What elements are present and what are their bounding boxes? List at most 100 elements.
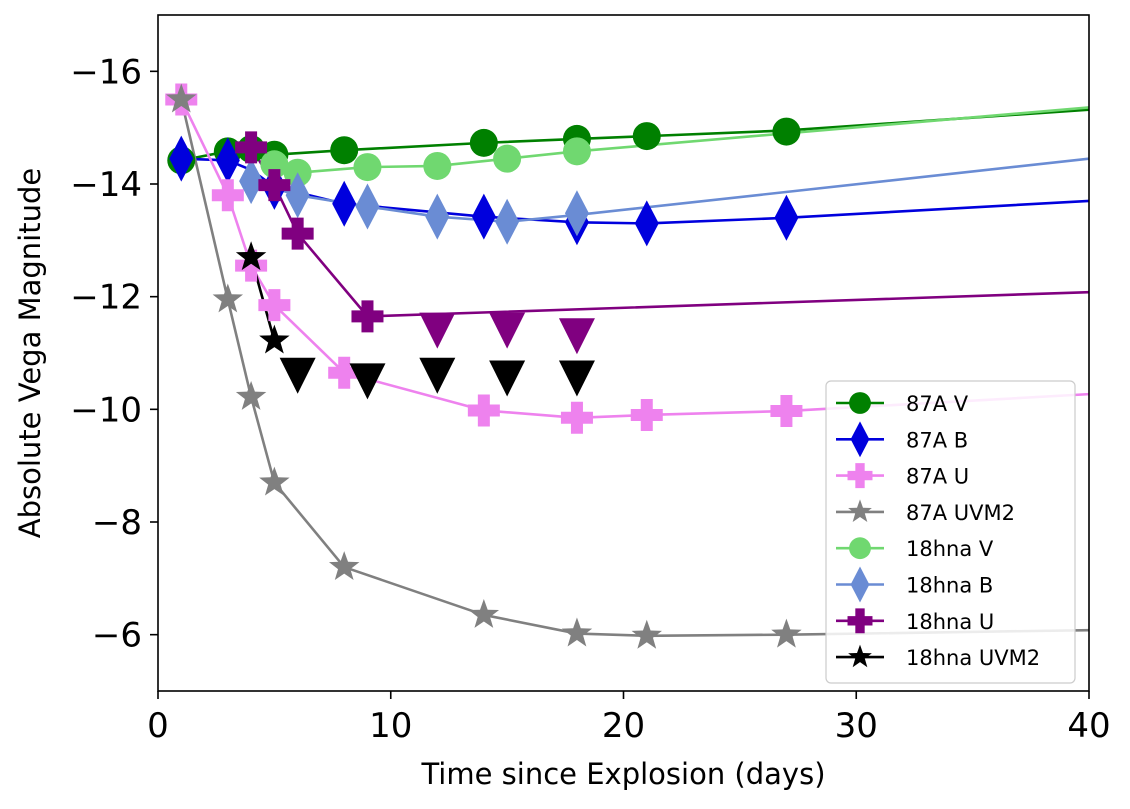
upper-limit-18hna-u-0 <box>419 312 456 349</box>
upper-limit-18hna-u-1 <box>489 312 526 349</box>
legend-entry-18hna-u: 18hna U <box>836 608 994 634</box>
x-tick-label: 20 <box>602 706 645 746</box>
y-tick-label: −6 <box>92 616 142 656</box>
legend-entry-18hna-v: 18hna V <box>836 537 994 561</box>
upper-limit-18hna-uvm2-3 <box>489 360 526 397</box>
y-axis: −16 −14 −12 −10 −8 −6 <box>70 52 158 656</box>
data-point-18hna-u-2 <box>281 217 314 250</box>
data-point-87a-b-0 <box>169 135 194 182</box>
data-point-18hna-uvm2-1 <box>259 324 290 354</box>
y-tick-label: −14 <box>70 165 142 205</box>
legend-label: 87A B <box>906 428 968 452</box>
legend-marker <box>850 421 870 458</box>
data-point-87a-u-8 <box>770 395 803 428</box>
data-point-87a-uvm2-6 <box>561 617 593 647</box>
x-axis: 0 10 20 30 40 <box>147 691 1111 746</box>
data-point-87a-u-6 <box>560 401 593 434</box>
legend-marker <box>848 644 872 668</box>
data-point-18hna-u-3 <box>351 300 384 333</box>
upper-limit-18hna-uvm2-4 <box>558 360 595 397</box>
data-point-87a-uvm2-3 <box>259 466 290 496</box>
data-point-18hna-b-0 <box>239 158 264 205</box>
data-point-18hna-b-3 <box>425 193 450 240</box>
data-point-18hna-v-0 <box>260 150 289 179</box>
data-point-87a-v-7 <box>632 122 661 151</box>
data-point-87a-uvm2-1 <box>212 283 244 313</box>
data-point-87a-v-4 <box>330 136 359 165</box>
data-point-87a-u-4 <box>328 356 361 389</box>
legend-label: 18hna V <box>906 537 994 561</box>
legend-marker <box>849 537 871 560</box>
data-point-18hna-v-4 <box>493 144 522 173</box>
series-line-87a-b <box>181 157 1089 225</box>
data-point-87a-v-5 <box>469 128 498 157</box>
upper-limit-18hna-u-2 <box>558 318 595 355</box>
legend-box <box>825 380 1076 684</box>
legend-marker <box>849 392 871 414</box>
legend-label: 87A U <box>906 465 969 489</box>
data-point-87a-b-7 <box>774 194 799 241</box>
legend-entry-87a-b: 87A B <box>836 421 968 458</box>
data-point-87a-b-4 <box>471 193 496 240</box>
data-point-87a-uvm2-4 <box>328 551 360 581</box>
data-point-18hna-b-1 <box>285 172 310 219</box>
data-point-18hna-u-0 <box>235 131 268 164</box>
plot-area <box>165 83 1089 649</box>
data-point-87a-uvm2-0 <box>166 83 197 113</box>
y-tick-label: −12 <box>70 278 142 318</box>
data-point-18hna-b-2 <box>355 183 380 230</box>
data-point-18hna-b-5 <box>564 190 589 237</box>
data-point-87a-u-1 <box>211 179 244 212</box>
series-line-87a-uvm2 <box>180 99 1089 638</box>
y-tick-label: −16 <box>70 52 142 92</box>
y-tick-label: −10 <box>70 390 142 430</box>
data-point-87a-b-6 <box>634 200 659 247</box>
data-point-18hna-v-2 <box>353 153 382 182</box>
y-tick-label: −8 <box>92 503 142 543</box>
legend-entry-87a-u: 87A U <box>836 463 969 489</box>
data-point-87a-u-7 <box>630 398 663 431</box>
data-point-87a-uvm2-7 <box>631 619 662 649</box>
data-point-87a-u-3 <box>258 289 291 322</box>
legend-label: 87A V <box>906 392 969 416</box>
x-tick-label: 10 <box>369 706 412 746</box>
legend-marker <box>850 566 870 603</box>
series-line-87a-u <box>180 98 1089 420</box>
x-tick-label: 30 <box>835 706 878 746</box>
data-point-18hna-v-3 <box>423 151 452 180</box>
legend-label: 87A UVM2 <box>906 501 1015 525</box>
upper-limit-18hna-uvm2-1 <box>349 363 386 400</box>
x-tick-label: 0 <box>147 706 169 746</box>
legend-label: 18hna UVM2 <box>906 646 1040 670</box>
legend-marker <box>847 608 873 634</box>
data-point-87a-b-1 <box>215 137 240 184</box>
upper-limit-18hna-uvm2-2 <box>419 357 456 394</box>
y-axis-label: Absolute Vega Magnitude <box>13 168 47 538</box>
data-point-87a-b-3 <box>332 180 357 227</box>
legend-entry-18hna-b: 18hna B <box>836 566 993 603</box>
data-point-87a-uvm2-5 <box>468 598 500 628</box>
legend-marker <box>848 499 872 522</box>
x-tick-label: 40 <box>1067 706 1110 746</box>
data-point-18hna-uvm2-0 <box>235 241 267 271</box>
legend-entry-18hna-uvm2: 18hna UVM2 <box>836 644 1040 670</box>
data-point-87a-uvm2-2 <box>235 380 267 410</box>
data-point-87a-u-5 <box>467 394 500 427</box>
data-point-18hna-v-5 <box>562 137 591 166</box>
data-point-87a-u-2 <box>235 249 268 282</box>
series-line-18hna-v <box>273 106 1089 175</box>
legend-entry-87a-v: 87A V <box>836 392 969 416</box>
data-point-18hna-u-1 <box>258 169 291 202</box>
upper-limit-18hna-uvm2-0 <box>279 357 316 394</box>
legend-label: 18hna B <box>906 574 993 598</box>
legend-label: 18hna U <box>906 610 994 634</box>
data-point-87a-v-8 <box>772 117 801 146</box>
legend-marker <box>847 463 873 489</box>
data-point-18hna-b-4 <box>495 198 520 245</box>
data-point-87a-uvm2-8 <box>771 618 802 648</box>
x-axis-label: Time since Explosion (days) <box>420 757 825 791</box>
legend-entry-87a-uvm2: 87A UVM2 <box>836 499 1015 525</box>
legend: 87A V 87A B 87A U 87A UVM2 18hna V 18hna B 18h… <box>825 380 1076 684</box>
